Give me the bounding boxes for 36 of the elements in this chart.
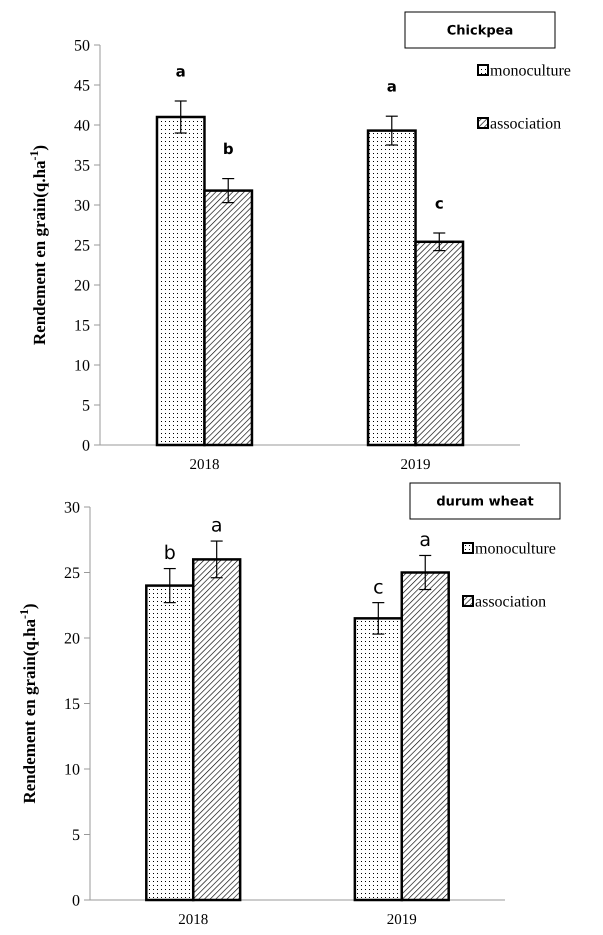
legend-label: monoculture bbox=[490, 62, 571, 80]
y-tick-label: 5 bbox=[72, 827, 80, 844]
y-tick-label: 0 bbox=[72, 892, 80, 910]
legend-label: association bbox=[490, 116, 562, 133]
x-tick-label: 2019 bbox=[400, 457, 431, 473]
y-tick-label: 25 bbox=[74, 238, 90, 255]
annotation: a bbox=[386, 77, 397, 96]
annotation: c bbox=[373, 576, 384, 598]
x-tick-label: 2019 bbox=[386, 912, 417, 928]
x-tick-label: 2018 bbox=[189, 457, 220, 473]
annotation: a bbox=[419, 529, 432, 552]
y-tick-label: 15 bbox=[64, 696, 80, 714]
legend-label: monoculture bbox=[475, 540, 556, 558]
y-tick-label: 20 bbox=[64, 630, 80, 648]
y-tick-label: 20 bbox=[74, 278, 90, 295]
annotation: b bbox=[222, 140, 234, 158]
chart-title: durum wheat bbox=[436, 494, 534, 510]
y-tick-label: 10 bbox=[74, 358, 90, 375]
y-tick-label: 50 bbox=[74, 38, 90, 55]
y-tick-label: 30 bbox=[64, 500, 80, 517]
y-tick-label: 25 bbox=[64, 565, 80, 582]
annotation: b bbox=[164, 542, 176, 564]
y-tick-label: 5 bbox=[82, 398, 90, 415]
annotation: a bbox=[210, 514, 223, 537]
annotation: c bbox=[434, 194, 444, 212]
y-tick-label: 0 bbox=[82, 438, 90, 455]
y-tick-label: 30 bbox=[74, 198, 90, 215]
y-tick-label: 45 bbox=[74, 78, 90, 95]
y-tick-label: 10 bbox=[64, 762, 80, 779]
y-tick-label: 40 bbox=[74, 118, 90, 135]
legend-label: association bbox=[475, 594, 546, 611]
y-tick-label: 15 bbox=[74, 318, 90, 335]
annotation: a bbox=[176, 62, 186, 80]
y-tick-label: 35 bbox=[74, 158, 90, 175]
chart-title: Chickpea bbox=[446, 24, 514, 39]
x-tick-label: 2018 bbox=[178, 912, 208, 928]
